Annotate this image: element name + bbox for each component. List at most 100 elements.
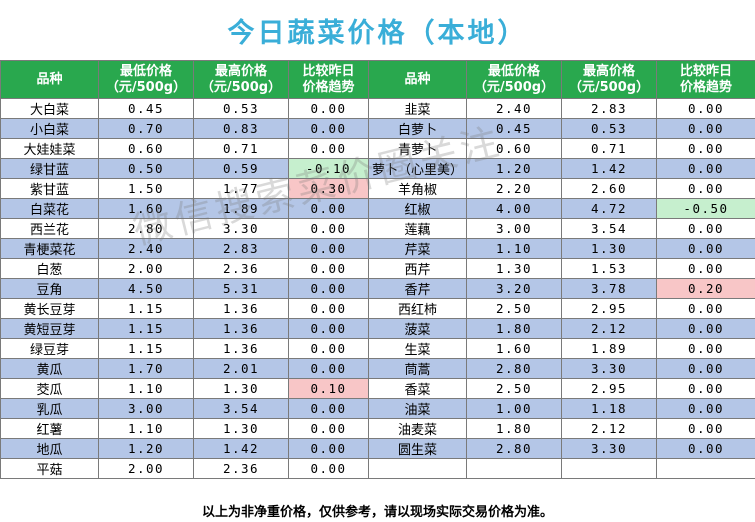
right-max-cell: 3.30 bbox=[561, 358, 657, 379]
right-max-cell: 2.60 bbox=[561, 178, 657, 199]
left-min-cell: 1.10 bbox=[98, 418, 194, 439]
right-change-cell: 0.00 bbox=[656, 358, 755, 379]
table-row: 白菜花 1.60 1.89 0.00 红椒 4.00 4.72 -0.50 bbox=[0, 198, 755, 219]
left-max-cell: 0.53 bbox=[193, 98, 289, 119]
right-change-cell: 0.00 bbox=[656, 218, 755, 239]
left-name-cell: 黄长豆芽 bbox=[0, 298, 99, 319]
left-change-cell: 0.00 bbox=[288, 418, 369, 439]
right-min-cell: 1.80 bbox=[466, 318, 562, 339]
left-max-cell: 1.36 bbox=[193, 338, 289, 359]
right-change-cell: 0.00 bbox=[656, 178, 755, 199]
right-name-cell: 油菜 bbox=[368, 398, 467, 419]
left-min-cell: 0.70 bbox=[98, 118, 194, 139]
left-max-cell: 0.59 bbox=[193, 158, 289, 179]
left-name-cell: 大娃娃菜 bbox=[0, 138, 99, 159]
left-min-cell: 1.60 bbox=[98, 198, 194, 219]
left-name-cell: 西兰花 bbox=[0, 218, 99, 239]
header-variety-right: 品种 bbox=[368, 60, 467, 99]
right-max-cell: 3.30 bbox=[561, 438, 657, 459]
left-name-cell: 黄短豆芽 bbox=[0, 318, 99, 339]
left-change-cell: 0.00 bbox=[288, 258, 369, 279]
left-max-cell: 0.83 bbox=[193, 118, 289, 139]
header-max-right: 最高价格 （元/500g） bbox=[561, 60, 657, 99]
left-name-cell: 乳瓜 bbox=[0, 398, 99, 419]
right-change-cell: 0.00 bbox=[656, 438, 755, 459]
table-row: 大娃娃菜 0.60 0.71 0.00 青萝卜 0.60 0.71 0.00 bbox=[0, 138, 755, 159]
left-name-cell: 白菜花 bbox=[0, 198, 99, 219]
left-min-cell: 1.20 bbox=[98, 438, 194, 459]
header-row: 品种 最低价格 （元/500g） 最高价格 （元/500g） 比较昨日 价格趋势 品种… bbox=[0, 60, 755, 99]
table-row: 西兰花 2.80 3.30 0.00 莲藕 3.00 3.54 0.00 bbox=[0, 218, 755, 239]
right-min-cell: 1.80 bbox=[466, 418, 562, 439]
header-variety-left: 品种 bbox=[0, 60, 99, 99]
right-name-cell: 西红柿 bbox=[368, 298, 467, 319]
right-min-cell: 1.10 bbox=[466, 238, 562, 259]
left-max-cell: 1.77 bbox=[193, 178, 289, 199]
left-min-cell: 2.80 bbox=[98, 218, 194, 239]
right-min-cell: 3.20 bbox=[466, 278, 562, 299]
right-min-cell: 4.00 bbox=[466, 198, 562, 219]
left-max-cell: 0.71 bbox=[193, 138, 289, 159]
left-max-cell: 5.31 bbox=[193, 278, 289, 299]
left-change-cell: 0.00 bbox=[288, 338, 369, 359]
right-min-cell: 3.00 bbox=[466, 218, 562, 239]
header-max-left: 最高价格 （元/500g） bbox=[193, 60, 289, 99]
right-name-cell: 羊角椒 bbox=[368, 178, 467, 199]
right-min-cell: 0.45 bbox=[466, 118, 562, 139]
left-max-cell: 1.36 bbox=[193, 298, 289, 319]
table-row: 黄长豆芽 1.15 1.36 0.00 西红柿 2.50 2.95 0.00 bbox=[0, 298, 755, 319]
right-min-cell: 2.80 bbox=[466, 438, 562, 459]
left-change-cell: 0.00 bbox=[288, 298, 369, 319]
table-row: 平菇 2.00 2.36 0.00 bbox=[0, 458, 755, 479]
footer-note: 以上为非净重价格，仅供参考，请以现场实际交易价格为准。 bbox=[201, 504, 553, 520]
right-name-cell bbox=[368, 458, 467, 479]
table-row: 豆角 4.50 5.31 0.00 香芹 3.20 3.78 0.20 bbox=[0, 278, 755, 299]
left-max-cell: 1.36 bbox=[193, 318, 289, 339]
right-max-cell: 4.72 bbox=[561, 198, 657, 219]
right-change-cell: 0.00 bbox=[656, 118, 755, 139]
right-name-cell: 菠菜 bbox=[368, 318, 467, 339]
right-name-cell: 萝卜（心里美） bbox=[368, 158, 467, 179]
table-row: 黄瓜 1.70 2.01 0.00 茼蒿 2.80 3.30 0.00 bbox=[0, 358, 755, 379]
right-change-cell: 0.00 bbox=[656, 258, 755, 279]
left-min-cell: 4.50 bbox=[98, 278, 194, 299]
right-max-cell: 1.30 bbox=[561, 238, 657, 259]
right-min-cell: 1.20 bbox=[466, 158, 562, 179]
right-name-cell: 韭菜 bbox=[368, 98, 467, 119]
left-name-cell: 地瓜 bbox=[0, 438, 99, 459]
right-max-cell: 2.12 bbox=[561, 418, 657, 439]
right-name-cell: 西芹 bbox=[368, 258, 467, 279]
right-min-cell: 0.60 bbox=[466, 138, 562, 159]
left-max-cell: 2.36 bbox=[193, 458, 289, 479]
left-change-cell: 0.00 bbox=[288, 238, 369, 259]
left-change-cell: 0.00 bbox=[288, 358, 369, 379]
left-name-cell: 红薯 bbox=[0, 418, 99, 439]
left-name-cell: 黄瓜 bbox=[0, 358, 99, 379]
right-name-cell: 茼蒿 bbox=[368, 358, 467, 379]
left-min-cell: 1.10 bbox=[98, 378, 194, 399]
left-change-cell: 0.00 bbox=[288, 318, 369, 339]
right-change-cell: 0.00 bbox=[656, 318, 755, 339]
right-name-cell: 香菜 bbox=[368, 378, 467, 399]
table-row: 绿豆芽 1.15 1.36 0.00 生菜 1.60 1.89 0.00 bbox=[0, 338, 755, 359]
left-name-cell: 茭瓜 bbox=[0, 378, 99, 399]
table-row: 红薯 1.10 1.30 0.00 油麦菜 1.80 2.12 0.00 bbox=[0, 418, 755, 439]
header-trend-left: 比较昨日 价格趋势 bbox=[288, 60, 369, 99]
right-name-cell: 生菜 bbox=[368, 338, 467, 359]
right-min-cell: 2.20 bbox=[466, 178, 562, 199]
right-change-cell: -0.50 bbox=[656, 198, 755, 219]
right-change-cell: 0.00 bbox=[656, 158, 755, 179]
left-max-cell: 2.36 bbox=[193, 258, 289, 279]
right-change-cell: 0.00 bbox=[656, 378, 755, 399]
right-change-cell: 0.00 bbox=[656, 138, 755, 159]
left-name-cell: 青梗菜花 bbox=[0, 238, 99, 259]
left-max-cell: 1.42 bbox=[193, 438, 289, 459]
table-row: 乳瓜 3.00 3.54 0.00 油菜 1.00 1.18 0.00 bbox=[0, 398, 755, 419]
header-trend-right: 比较昨日 价格趋势 bbox=[656, 60, 755, 99]
right-min-cell: 2.80 bbox=[466, 358, 562, 379]
left-max-cell: 2.83 bbox=[193, 238, 289, 259]
left-change-cell: -0.10 bbox=[288, 158, 369, 179]
left-name-cell: 大白菜 bbox=[0, 98, 99, 119]
right-name-cell: 红椒 bbox=[368, 198, 467, 219]
left-max-cell: 1.30 bbox=[193, 418, 289, 439]
